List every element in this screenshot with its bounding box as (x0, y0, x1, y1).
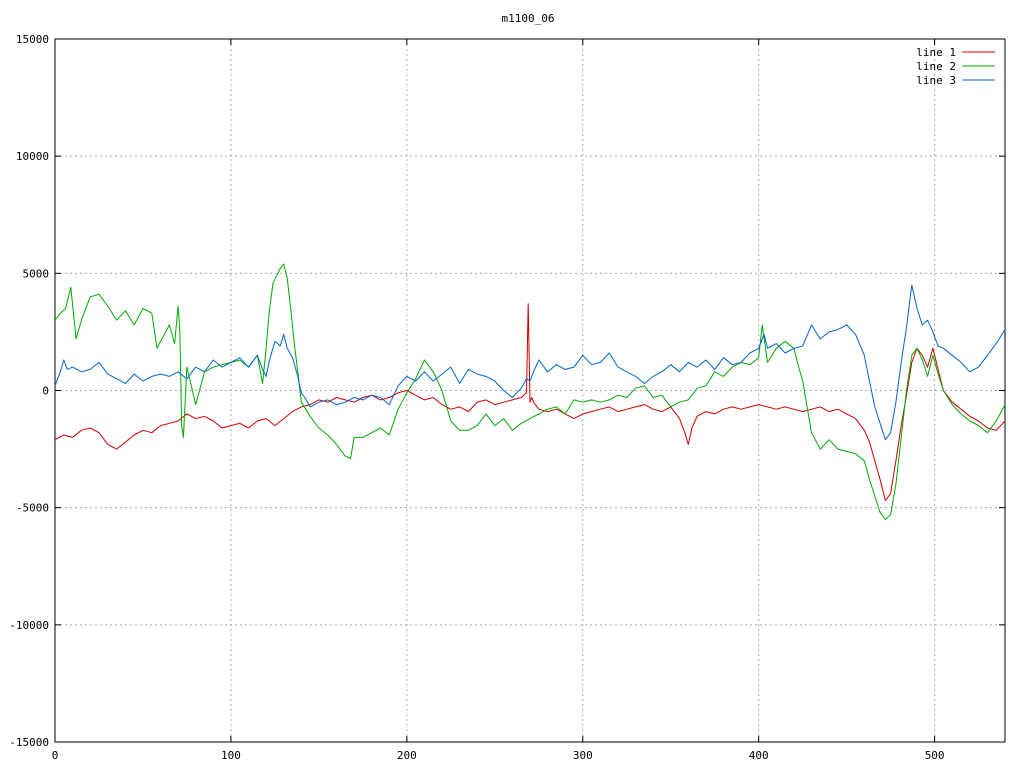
series-line-3 (54, 284, 1006, 441)
y-tick-label: -10000 (9, 619, 49, 632)
x-tick-label: 100 (221, 749, 241, 762)
legend-label: line 3 (916, 74, 956, 87)
x-tick-label: 0 (52, 749, 59, 762)
series-group (54, 263, 1006, 520)
y-tick-label: 5000 (23, 267, 50, 280)
chart-title: m1100_06 (502, 12, 555, 25)
y-tick-label: 15000 (16, 33, 49, 46)
x-tick-label: 200 (397, 749, 417, 762)
series-line-2 (54, 263, 1006, 520)
x-tick-label: 300 (573, 749, 593, 762)
series-line-1 (54, 303, 1006, 502)
y-tick-label: 0 (42, 385, 49, 398)
y-tick-label: 10000 (16, 150, 49, 163)
x-tick-label: 500 (925, 749, 945, 762)
y-tick-label: -5000 (16, 502, 49, 515)
y-tick-label: -15000 (9, 736, 49, 749)
x-tick-label: 400 (749, 749, 769, 762)
legend-label: line 2 (916, 60, 956, 73)
legend-label: line 1 (916, 46, 956, 59)
